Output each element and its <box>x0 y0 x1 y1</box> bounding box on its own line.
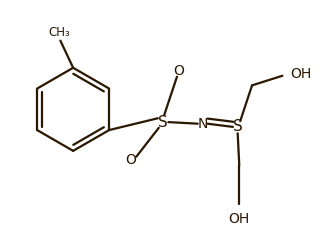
Text: S: S <box>233 119 242 134</box>
Text: OH: OH <box>229 212 250 226</box>
Text: O: O <box>173 64 184 78</box>
Text: CH₃: CH₃ <box>48 26 70 39</box>
Text: S: S <box>158 115 167 130</box>
Text: O: O <box>125 154 136 167</box>
Text: N: N <box>197 117 208 131</box>
Text: OH: OH <box>290 67 312 81</box>
